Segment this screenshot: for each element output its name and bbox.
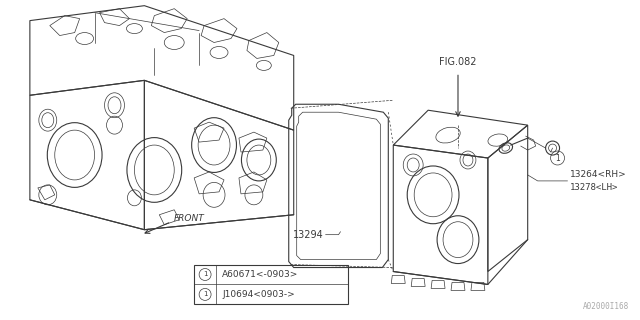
Text: 13278<LH>: 13278<LH> <box>570 183 618 192</box>
Text: 1: 1 <box>203 292 207 297</box>
Text: 1: 1 <box>555 154 560 163</box>
Text: A60671<-0903>: A60671<-0903> <box>222 270 298 279</box>
Text: 1: 1 <box>203 271 207 277</box>
Text: 13264<RH>: 13264<RH> <box>570 171 627 180</box>
Text: 13294: 13294 <box>293 230 324 240</box>
Text: J10694<0903->: J10694<0903-> <box>222 290 295 299</box>
Bar <box>194 265 348 304</box>
Text: A02000I168: A02000I168 <box>583 302 629 311</box>
Text: FRONT: FRONT <box>174 214 205 223</box>
Text: FIG.082: FIG.082 <box>439 57 477 68</box>
